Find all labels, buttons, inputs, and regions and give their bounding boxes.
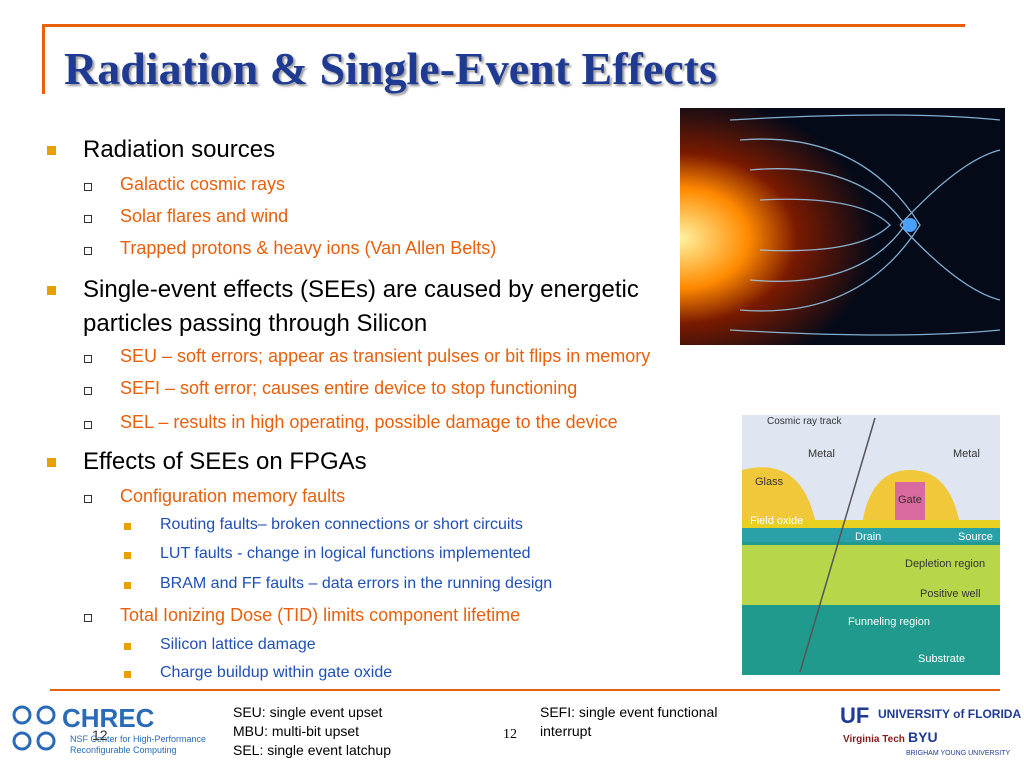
sub-sub-bullet-text: LUT faults - change in logical functions… — [160, 545, 531, 562]
bullet-text: Effects of SEEs on FPGAs — [83, 448, 367, 475]
footnote: SEFI: single event functional interrupt — [540, 704, 718, 739]
sub-bullet-marker — [84, 355, 92, 363]
partner-logo: UF — [840, 703, 869, 728]
figure-label: Field oxide — [750, 515, 803, 527]
figure-label: Glass — [755, 476, 784, 488]
sub-bullet-text: Configuration memory faults — [120, 486, 346, 506]
figure-label: Cosmic ray track — [767, 416, 842, 427]
sub-sub-bullet-text: Routing faults– broken connections or sh… — [160, 516, 523, 533]
sub-sub-bullet-text: Silicon lattice damage — [160, 636, 316, 653]
figure-label: Source — [958, 531, 993, 543]
sub-sub-bullet-text: Charge buildup within gate oxide — [160, 664, 393, 681]
sub-bullet-marker — [84, 387, 92, 395]
footnote: SEU: single event upset — [233, 704, 383, 720]
frame-left — [42, 24, 45, 94]
logo-number: 12 — [92, 727, 108, 743]
sub-bullet-marker — [84, 215, 92, 223]
cross-section-image — [742, 415, 1000, 675]
partner-logo: UNIVERSITY of FLORIDA — [878, 707, 1021, 721]
logo-line: NSF Center for High-Performance — [70, 734, 206, 744]
sub-bullet-marker — [84, 247, 92, 255]
footnote: SEL: single event latchup — [233, 742, 391, 758]
figure-label: Funneling region — [848, 616, 930, 628]
sub-bullet-text: SEFI – soft error; causes entire device … — [120, 378, 578, 398]
sub-sub-bullet-marker — [124, 671, 131, 678]
footnote: MBU: multi-bit upset — [233, 723, 360, 739]
sub-bullet-text: Total Ionizing Dose (TID) limits compone… — [120, 605, 521, 625]
frame-top — [42, 24, 965, 27]
sub-bullet-text: Galactic cosmic rays — [120, 174, 286, 194]
partner-logo: Virginia Tech — [843, 734, 905, 745]
sub-bullet-text: SEL – results in high operating, possibl… — [120, 412, 618, 432]
figure-label: Drain — [855, 531, 881, 543]
title: Radiation & Single-Event Effects — [64, 43, 717, 94]
bullet-text: Radiation sources — [83, 136, 276, 163]
footer-rule — [50, 689, 1000, 691]
figure-label: Gate — [898, 494, 922, 506]
sub-sub-bullet-marker — [124, 523, 131, 530]
partner-logo: BRIGHAM YOUNG UNIVERSITY — [906, 750, 1010, 757]
magnetosphere-image — [680, 108, 1005, 345]
sub-sub-bullet-marker — [124, 552, 131, 559]
sub-sub-bullet-marker — [124, 582, 131, 589]
sub-bullet-text: Solar flares and wind — [120, 206, 289, 226]
sub-bullet-marker — [84, 614, 92, 622]
sub-bullet-text: SEU – soft errors; appear as transient p… — [120, 346, 651, 366]
sub-bullet-text: Trapped protons & heavy ions (Van Allen … — [120, 238, 497, 258]
bullet-marker — [47, 286, 56, 295]
sub-bullet-marker — [84, 183, 92, 191]
sub-bullet-marker — [84, 495, 92, 503]
logo-name: CHREC — [62, 703, 155, 733]
figure-label: Substrate — [918, 653, 965, 665]
logo-line: Reconfigurable Computing — [70, 745, 177, 755]
bullet-text: Single-event effects (SEEs) are caused b… — [83, 276, 639, 337]
partner-logo: BYU — [908, 729, 938, 745]
figure-label: Depletion region — [905, 558, 985, 570]
bullet-marker — [47, 458, 56, 467]
bullet-marker — [47, 146, 56, 155]
sub-sub-bullet-text: BRAM and FF faults – data errors in the … — [160, 575, 553, 592]
page-number: 12 — [503, 727, 517, 742]
figure-label: Metal — [953, 448, 980, 460]
chrec-logo — [12, 705, 56, 751]
sub-sub-bullet-marker — [124, 643, 131, 650]
figure-label: Metal — [808, 448, 835, 460]
sub-bullet-marker — [84, 421, 92, 429]
figure-label: Positive well — [920, 588, 981, 600]
